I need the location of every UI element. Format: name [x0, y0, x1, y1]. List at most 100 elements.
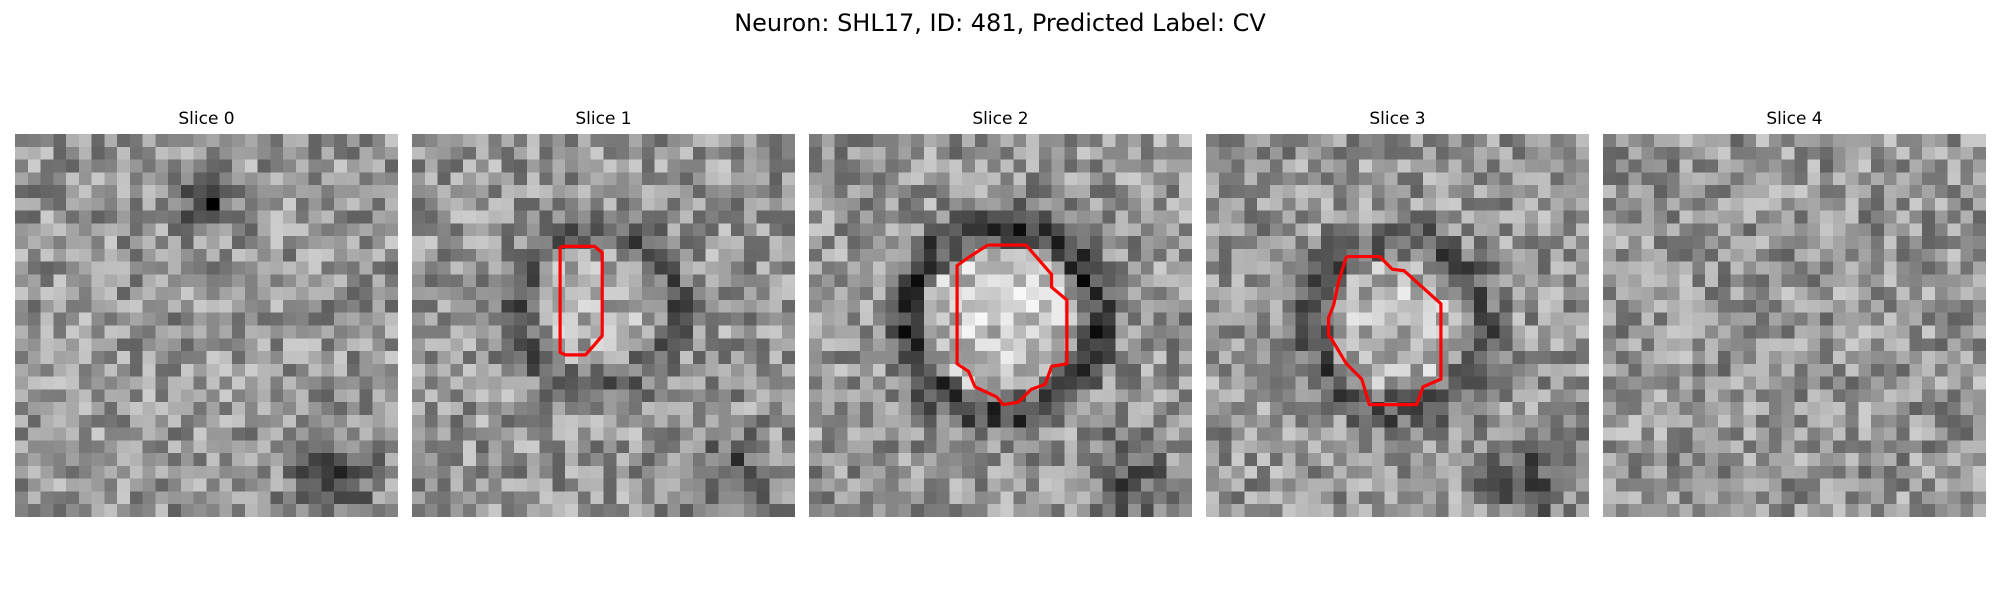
image-pixel [385, 478, 398, 492]
image-pixel [244, 159, 258, 173]
image-pixel [1858, 504, 1872, 517]
image-pixel [1794, 159, 1808, 173]
image-pixel [15, 414, 29, 428]
image-pixel [1576, 185, 1589, 199]
image-pixel [346, 299, 360, 313]
image-pixel [1206, 210, 1220, 224]
image-pixel [1525, 363, 1539, 377]
image-pixel [809, 325, 823, 339]
image-pixel [743, 440, 757, 454]
image-pixel [1705, 210, 1719, 224]
image-pixel [1576, 299, 1589, 313]
image-pixel [1896, 363, 1910, 377]
image-pixel [1461, 427, 1475, 441]
image-pixel [1282, 261, 1296, 275]
image-pixel [27, 159, 41, 173]
image-pixel [923, 210, 937, 224]
image-pixel [1308, 261, 1322, 275]
image-pixel [1077, 146, 1091, 160]
image-pixel [641, 402, 655, 416]
image-pixel [1603, 261, 1617, 275]
image-pixel [1308, 491, 1322, 505]
image-pixel [1051, 478, 1065, 492]
image-pixel [334, 274, 348, 288]
image-pixel [1089, 223, 1103, 237]
image-pixel [769, 389, 783, 403]
image-pixel [680, 223, 694, 237]
image-pixel [1166, 351, 1180, 365]
image-pixel [1423, 185, 1437, 199]
image-pixel [552, 427, 566, 441]
image-pixel [270, 338, 284, 352]
image-pixel [692, 185, 706, 199]
image-pixel [1717, 210, 1731, 224]
image-pixel [1807, 172, 1821, 186]
image-pixel [885, 402, 899, 416]
image-pixel [1206, 172, 1220, 186]
image-pixel [1615, 146, 1629, 160]
image-pixel [1525, 478, 1539, 492]
image-pixel [1115, 134, 1129, 148]
image-pixel [1756, 440, 1770, 454]
image-pixel [603, 376, 617, 390]
image-pixel [1922, 287, 1936, 301]
image-pixel [1320, 185, 1334, 199]
image-pixel [1371, 440, 1385, 454]
image-pixel [1282, 134, 1296, 148]
image-pixel [1858, 325, 1872, 339]
image-pixel [1615, 197, 1629, 211]
image-pixel [1730, 427, 1744, 441]
image-pixel [1179, 197, 1192, 211]
image-pixel [180, 274, 194, 288]
image-pixel [1743, 478, 1757, 492]
image-pixel [1346, 299, 1360, 313]
image-pixel [1512, 504, 1526, 517]
image-pixel [1705, 146, 1719, 160]
image-pixel [1896, 453, 1910, 467]
image-pixel [680, 248, 694, 262]
image-pixel [1218, 453, 1232, 467]
image-pixel [412, 287, 426, 301]
image-pixel [1153, 287, 1167, 301]
image-pixel [565, 223, 579, 237]
image-pixel [1140, 236, 1154, 250]
image-pixel [1692, 261, 1706, 275]
image-pixel [769, 146, 783, 160]
image-pixel [53, 363, 67, 377]
image-pixel [1423, 363, 1437, 377]
image-pixel [616, 363, 630, 377]
image-pixel [1166, 210, 1180, 224]
image-pixel [78, 134, 92, 148]
image-pixel [270, 299, 284, 313]
image-pixel [346, 248, 360, 262]
image-pixel [463, 453, 477, 467]
image-pixel [1743, 236, 1757, 250]
image-pixel [782, 299, 795, 313]
image-pixel [1089, 325, 1103, 339]
image-pixel [539, 325, 553, 339]
image-pixel [1730, 478, 1744, 492]
image-pixel [1563, 197, 1577, 211]
image-pixel [692, 402, 706, 416]
image-pixel [1858, 236, 1872, 250]
image-pixel [1960, 338, 1974, 352]
image-pixel [424, 504, 438, 517]
image-pixel [1973, 261, 1986, 275]
image-pixel [1781, 338, 1795, 352]
image-pixel [1628, 453, 1642, 467]
image-pixel [308, 172, 322, 186]
image-pixel [1384, 414, 1398, 428]
image-pixel [359, 376, 373, 390]
image-pixel [1641, 185, 1655, 199]
image-pixel [244, 134, 258, 148]
image-pixel [731, 465, 745, 479]
image-pixel [1717, 312, 1731, 326]
image-pixel [1820, 414, 1834, 428]
image-pixel [295, 325, 309, 339]
image-pixel [1179, 453, 1192, 467]
image-pixel [731, 351, 745, 365]
image-pixel [1679, 185, 1693, 199]
image-pixel [1973, 414, 1986, 428]
image-pixel [1717, 325, 1731, 339]
image-pixel [488, 363, 502, 377]
